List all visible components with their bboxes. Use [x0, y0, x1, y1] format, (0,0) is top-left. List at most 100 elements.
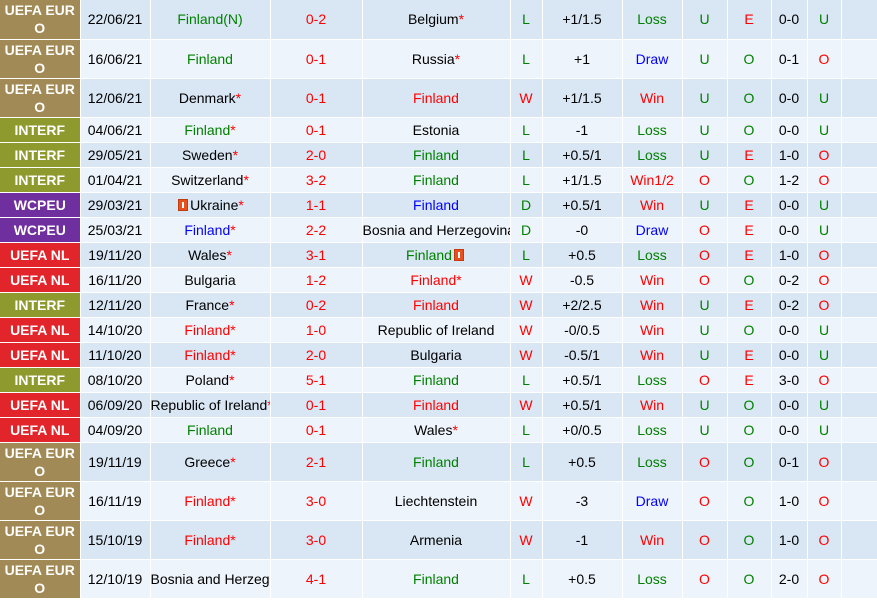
home-team[interactable]: Ukraine*	[150, 192, 271, 218]
home-team[interactable]: Finland	[150, 39, 271, 79]
match-score[interactable]: 2-0	[270, 142, 363, 168]
away-team[interactable]: Finland	[362, 242, 511, 268]
over-under-1: U	[682, 78, 728, 118]
match-score[interactable]: 0-1	[270, 78, 363, 118]
home-team[interactable]: Poland*	[150, 367, 271, 393]
match-date: 04/09/20	[80, 417, 151, 443]
home-team[interactable]: Bulgaria	[150, 267, 271, 293]
match-score[interactable]: 0-1	[270, 417, 363, 443]
home-team[interactable]: France*	[150, 292, 271, 318]
match-score[interactable]: 0-1	[270, 117, 363, 143]
match-result: L	[510, 117, 543, 143]
match-score[interactable]: 5-1	[270, 367, 363, 393]
away-team[interactable]: Finland	[362, 292, 511, 318]
away-team[interactable]: Finland	[362, 367, 511, 393]
away-team[interactable]: Belgium*	[362, 0, 511, 40]
competition-badge[interactable]: WCPEU	[0, 192, 81, 218]
match-score[interactable]: 3-0	[270, 481, 363, 521]
home-team[interactable]: Wales*	[150, 242, 271, 268]
competition-badge[interactable]: UEFA EURO	[0, 78, 81, 118]
match-date: 16/11/19	[80, 481, 151, 521]
competition-badge[interactable]: UEFA EURO	[0, 520, 81, 560]
match-score[interactable]: 3-2	[270, 167, 363, 193]
away-team[interactable]: Finland	[362, 192, 511, 218]
competition-badge[interactable]: INTERF	[0, 292, 81, 318]
away-team[interactable]: Finland*	[362, 267, 511, 293]
away-team[interactable]: Finland	[362, 142, 511, 168]
away-team[interactable]: Russia*	[362, 39, 511, 79]
over-under-1: O	[682, 267, 728, 293]
competition-badge[interactable]: UEFA NL	[0, 317, 81, 343]
over-under-2: O	[727, 417, 772, 443]
away-team[interactable]: Finland	[362, 442, 511, 482]
over-under-3: O	[807, 442, 842, 482]
home-team[interactable]: Greece*	[150, 442, 271, 482]
match-score[interactable]: 4-1	[270, 559, 363, 599]
over-under-2: O	[727, 267, 772, 293]
handicap: +2/2.5	[542, 292, 623, 318]
away-team[interactable]: Republic of Ireland	[362, 317, 511, 343]
match-score[interactable]: 3-1	[270, 242, 363, 268]
over-under-3: U	[807, 192, 842, 218]
competition-badge[interactable]: WCPEU	[0, 217, 81, 243]
row-end-spacer	[841, 481, 877, 521]
home-team[interactable]: Bosnia and Herzegovina*	[150, 559, 271, 599]
home-team[interactable]: Finland*	[150, 217, 271, 243]
home-team[interactable]: Finland*	[150, 520, 271, 560]
competition-badge[interactable]: UEFA NL	[0, 242, 81, 268]
competition-badge[interactable]: UEFA NL	[0, 417, 81, 443]
home-team[interactable]: Finland(N)	[150, 0, 271, 40]
match-score[interactable]: 0-2	[270, 0, 363, 40]
home-team[interactable]: Denmark*	[150, 78, 271, 118]
home-team[interactable]: Finland*	[150, 342, 271, 368]
competition-badge[interactable]: UEFA EURO	[0, 559, 81, 599]
home-team[interactable]: Finland*	[150, 317, 271, 343]
away-team[interactable]: Liechtenstein	[362, 481, 511, 521]
competition-badge[interactable]: UEFA EURO	[0, 442, 81, 482]
away-team[interactable]: Finland	[362, 167, 511, 193]
match-score[interactable]: 1-1	[270, 192, 363, 218]
handicap-result: Draw	[622, 481, 683, 521]
match-score[interactable]: 2-2	[270, 217, 363, 243]
home-team[interactable]: Sweden*	[150, 142, 271, 168]
competition-badge[interactable]: INTERF	[0, 142, 81, 168]
competition-badge[interactable]: UEFA NL	[0, 392, 81, 418]
match-score[interactable]: 0-2	[270, 292, 363, 318]
match-score[interactable]: 1-2	[270, 267, 363, 293]
competition-badge[interactable]: UEFA EURO	[0, 0, 81, 40]
home-team[interactable]: Finland	[150, 417, 271, 443]
row-end-spacer	[841, 142, 877, 168]
home-team[interactable]: Finland*	[150, 117, 271, 143]
away-team[interactable]: Finland	[362, 78, 511, 118]
match-score[interactable]: 1-0	[270, 317, 363, 343]
away-team[interactable]: Armenia	[362, 520, 511, 560]
table-row: WCPEU 29/03/21 Ukraine* 1-1 Finland D +0.5/1 Wi…	[0, 192, 877, 218]
match-score[interactable]: 3-0	[270, 520, 363, 560]
over-under-1: U	[682, 142, 728, 168]
home-team[interactable]: Republic of Ireland*	[150, 392, 271, 418]
home-team[interactable]: Finland*	[150, 481, 271, 521]
away-team[interactable]: Bosnia and Herzegovina	[362, 217, 511, 243]
competition-badge[interactable]: UEFA EURO	[0, 39, 81, 79]
table-row: UEFA NL 14/10/20 Finland* 1-0 Republic of Ir…	[0, 317, 877, 343]
row-end-spacer	[841, 417, 877, 443]
over-under-3: U	[807, 217, 842, 243]
competition-badge[interactable]: INTERF	[0, 367, 81, 393]
half-time-score: 1-0	[771, 520, 808, 560]
handicap-result: Loss	[622, 559, 683, 599]
competition-badge[interactable]: INTERF	[0, 117, 81, 143]
away-team[interactable]: Finland	[362, 392, 511, 418]
match-score[interactable]: 0-1	[270, 392, 363, 418]
away-team[interactable]: Bulgaria	[362, 342, 511, 368]
competition-badge[interactable]: UEFA NL	[0, 267, 81, 293]
competition-badge[interactable]: UEFA EURO	[0, 481, 81, 521]
away-team[interactable]: Estonia	[362, 117, 511, 143]
home-team[interactable]: Switzerland*	[150, 167, 271, 193]
match-score[interactable]: 2-0	[270, 342, 363, 368]
match-score[interactable]: 2-1	[270, 442, 363, 482]
away-team[interactable]: Finland	[362, 559, 511, 599]
competition-badge[interactable]: INTERF	[0, 167, 81, 193]
competition-badge[interactable]: UEFA NL	[0, 342, 81, 368]
match-score[interactable]: 0-1	[270, 39, 363, 79]
away-team[interactable]: Wales*	[362, 417, 511, 443]
